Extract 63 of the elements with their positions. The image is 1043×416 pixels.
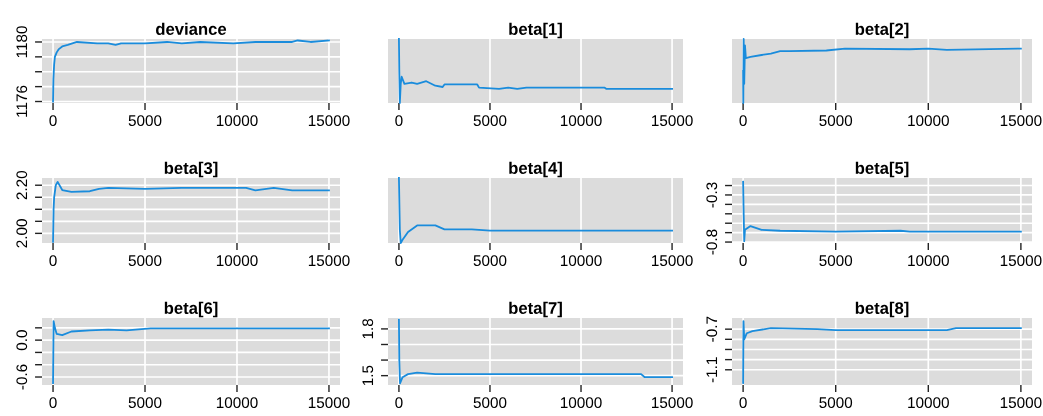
y-tick-label: -0.3: [706, 182, 718, 208]
line-series: [742, 180, 1022, 243]
line-series: [742, 320, 1022, 384]
y-tick-label: 1176: [16, 85, 28, 117]
x-tick-label: 15000: [652, 397, 693, 409]
y-tick-label: -1.1: [706, 357, 718, 383]
x-tick-label: 10000: [216, 255, 258, 267]
x-tick-label: 5000: [819, 115, 853, 127]
x-tick-label: 10000: [216, 397, 258, 409]
x-tick-label: 0: [395, 397, 403, 409]
x-tick-label: 0: [49, 397, 57, 409]
chart-title: beta[8]: [855, 301, 909, 318]
chart-title: beta[7]: [509, 301, 562, 318]
x-tick-label: 5000: [473, 255, 507, 267]
x-tick-label: 0: [739, 255, 747, 267]
x-tick-label: 10000: [560, 255, 602, 267]
x-tick-label: 0: [739, 397, 747, 409]
y-tick-label: -0.7: [706, 316, 718, 342]
y-tick-label: 1.5: [362, 365, 374, 386]
chart-title: beta[5]: [855, 161, 909, 178]
x-tick-label: 15000: [1000, 397, 1042, 409]
x-tick-label: 5000: [819, 397, 853, 409]
x-tick-label: 10000: [908, 255, 949, 267]
x-tick-label: 15000: [652, 115, 693, 127]
x-tick-label: 15000: [1000, 115, 1042, 127]
x-tick-label: 15000: [652, 255, 693, 267]
x-tick-label: 5000: [128, 255, 162, 267]
chart-title: beta[6]: [164, 301, 218, 318]
x-tick-label: 10000: [908, 115, 949, 127]
y-tick-label: 2.20: [16, 170, 28, 200]
y-tick-label: 0.0: [16, 330, 28, 351]
x-tick-label: 15000: [308, 115, 350, 127]
x-tick-label: 0: [395, 255, 403, 267]
x-tick-label: 0: [739, 115, 747, 127]
x-tick-label: 5000: [128, 397, 162, 409]
x-tick-label: 0: [49, 115, 57, 127]
chart-title: deviance: [156, 22, 227, 35]
x-tick-label: 10000: [560, 397, 602, 409]
x-tick-label: 5000: [473, 115, 507, 127]
x-tick-label: 5000: [819, 255, 853, 267]
y-tick-label: -0.6: [16, 364, 28, 390]
x-tick-label: 5000: [473, 397, 507, 409]
x-tick-label: 10000: [908, 397, 949, 409]
x-tick-label: 10000: [216, 115, 258, 127]
x-tick-label: 10000: [560, 115, 602, 127]
chart-title: beta[1]: [509, 22, 562, 39]
y-tick-label: 1180: [16, 26, 28, 58]
x-tick-label: 15000: [1000, 255, 1042, 267]
chart-title: beta[2]: [855, 22, 909, 39]
x-tick-label: 0: [49, 255, 57, 267]
x-tick-label: 0: [395, 115, 403, 127]
y-tick-label: 2.00: [16, 219, 28, 248]
y-tick-label: -0.8: [706, 229, 718, 255]
chart-title: beta[3]: [164, 161, 218, 178]
line-series: [52, 39, 330, 103]
x-tick-label: 5000: [128, 115, 162, 127]
line-series: [52, 320, 330, 385]
x-tick-label: 15000: [308, 255, 350, 267]
x-tick-label: 15000: [308, 397, 350, 409]
y-tick-label: 1.8: [362, 318, 374, 339]
chart-title: beta[4]: [509, 161, 562, 178]
line-series: [398, 318, 673, 385]
line-series: [52, 180, 330, 243]
